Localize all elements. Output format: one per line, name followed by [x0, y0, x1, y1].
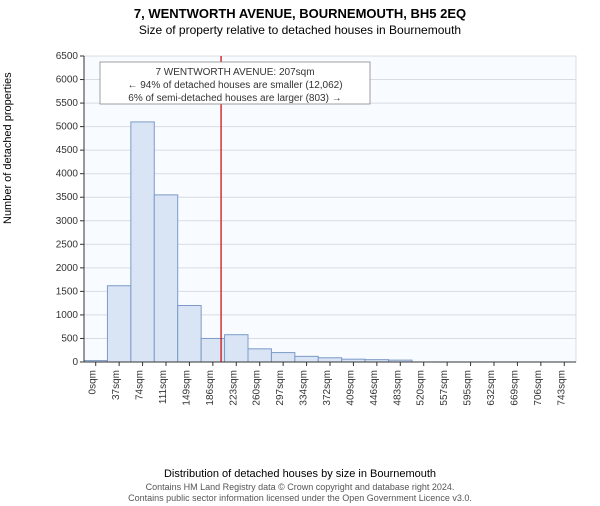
- annotation-line: ← 94% of detached houses are smaller (12…: [127, 80, 342, 91]
- x-tick-label: 149sqm: [181, 370, 192, 406]
- annotation-line: 6% of semi-detached houses are larger (8…: [128, 93, 341, 104]
- x-tick-label: 372sqm: [322, 370, 333, 406]
- x-tick-label: 706sqm: [533, 370, 544, 406]
- bar: [107, 286, 130, 362]
- x-tick-label: 37sqm: [111, 370, 122, 400]
- histogram-svg: 0 500 1000 1500 2000 2500 3000 3500 4000 4500 5000…: [50, 50, 580, 410]
- svg-text:0: 0: [72, 357, 78, 368]
- bar: [154, 195, 177, 362]
- svg-text:3000: 3000: [56, 216, 79, 227]
- bar: [295, 356, 318, 362]
- x-tick-label: 0sqm: [88, 370, 99, 394]
- x-tick-label: 297sqm: [275, 370, 286, 406]
- x-tick-label: 111sqm: [158, 370, 169, 404]
- svg-text:2000: 2000: [56, 263, 79, 274]
- x-tick-label: 595sqm: [463, 370, 474, 406]
- bar: [131, 122, 154, 362]
- x-tick-label: 632sqm: [486, 370, 497, 406]
- footer-credits: Contains HM Land Registry data © Crown c…: [0, 482, 600, 505]
- svg-text:3500: 3500: [56, 192, 79, 203]
- svg-text:5000: 5000: [56, 122, 79, 133]
- x-tick-label: 557sqm: [439, 370, 450, 406]
- svg-text:6500: 6500: [56, 51, 79, 62]
- bar: [225, 335, 248, 362]
- bar: [271, 353, 294, 362]
- x-axis-title: Distribution of detached houses by size …: [0, 468, 600, 480]
- y-axis-title: Number of detached properties: [2, 72, 14, 224]
- chart-title: 7, WENTWORTH AVENUE, BOURNEMOUTH, BH5 2E…: [0, 6, 600, 21]
- footer-line-2: Contains public sector information licen…: [0, 493, 600, 504]
- svg-text:5500: 5500: [56, 98, 79, 109]
- chart-subtitle: Size of property relative to detached ho…: [0, 23, 600, 37]
- bar: [318, 358, 341, 362]
- annotation-line: 7 WENTWORTH AVENUE: 207sqm: [155, 67, 314, 78]
- x-tick-label: 743sqm: [556, 370, 567, 406]
- x-tick-label: 334sqm: [299, 370, 310, 406]
- x-tick-label: 520sqm: [416, 370, 427, 406]
- x-tick-label: 74sqm: [135, 370, 146, 400]
- svg-text:6000: 6000: [56, 75, 79, 86]
- x-tick-label: 446sqm: [369, 370, 380, 406]
- svg-text:4500: 4500: [56, 145, 79, 156]
- x-tick-label: 483sqm: [392, 370, 403, 406]
- svg-text:500: 500: [61, 333, 78, 344]
- svg-text:1500: 1500: [56, 286, 79, 297]
- svg-text:4000: 4000: [56, 169, 79, 180]
- x-tick-label: 260sqm: [252, 370, 263, 406]
- bar: [248, 349, 271, 362]
- x-tick-label: 409sqm: [345, 370, 356, 406]
- x-tick-label: 669sqm: [509, 370, 520, 406]
- x-tick-label: 186sqm: [205, 370, 216, 406]
- svg-text:1000: 1000: [56, 310, 79, 321]
- footer-line-1: Contains HM Land Registry data © Crown c…: [0, 482, 600, 493]
- chart-area: 0 500 1000 1500 2000 2500 3000 3500 4000 4500 5000…: [50, 50, 580, 410]
- bar: [178, 306, 201, 362]
- x-tick-label: 223sqm: [228, 370, 239, 406]
- svg-text:2500: 2500: [56, 239, 79, 250]
